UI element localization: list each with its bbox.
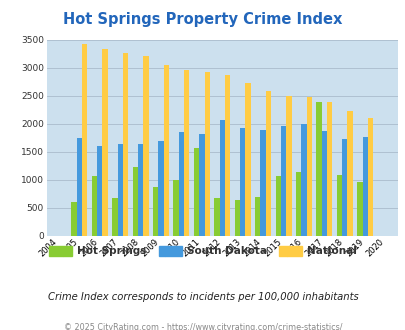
Bar [158, 141, 163, 236]
Bar [362, 137, 367, 236]
Bar [356, 182, 362, 236]
Bar [71, 202, 77, 236]
Bar [224, 75, 230, 236]
Bar [326, 102, 332, 236]
Bar [336, 175, 341, 236]
Bar [153, 186, 158, 236]
Text: Crime Index corresponds to incidents per 100,000 inhabitants: Crime Index corresponds to incidents per… [47, 292, 358, 302]
Bar [163, 65, 168, 236]
Bar [92, 177, 97, 236]
Bar [315, 102, 321, 236]
Bar [239, 128, 245, 236]
Bar [173, 180, 178, 236]
Bar [254, 197, 260, 236]
Bar [112, 198, 117, 236]
Bar [260, 130, 265, 236]
Bar [275, 177, 280, 236]
Bar [138, 144, 143, 236]
Bar [77, 138, 82, 236]
Bar [117, 144, 123, 236]
Bar [123, 53, 128, 236]
Bar [97, 146, 102, 236]
Bar [286, 96, 291, 236]
Bar [341, 140, 347, 236]
Bar [280, 126, 286, 236]
Bar [347, 112, 352, 236]
Bar [321, 131, 326, 236]
Bar [367, 117, 372, 236]
Bar [194, 148, 199, 236]
Legend: Hot Springs, South Dakota, National: Hot Springs, South Dakota, National [45, 242, 360, 260]
Bar [82, 44, 87, 236]
Bar [132, 167, 138, 236]
Bar [301, 124, 306, 236]
Bar [183, 70, 189, 236]
Bar [265, 91, 271, 236]
Bar [219, 120, 224, 236]
Bar [199, 134, 204, 236]
Bar [234, 200, 239, 236]
Bar [245, 83, 250, 236]
Bar [178, 132, 183, 236]
Bar [214, 198, 219, 236]
Bar [204, 72, 209, 236]
Bar [143, 56, 148, 236]
Text: Hot Springs Property Crime Index: Hot Springs Property Crime Index [63, 12, 342, 26]
Bar [306, 97, 311, 236]
Bar [102, 49, 107, 236]
Text: © 2025 CityRating.com - https://www.cityrating.com/crime-statistics/: © 2025 CityRating.com - https://www.city… [64, 323, 341, 330]
Bar [295, 172, 301, 236]
